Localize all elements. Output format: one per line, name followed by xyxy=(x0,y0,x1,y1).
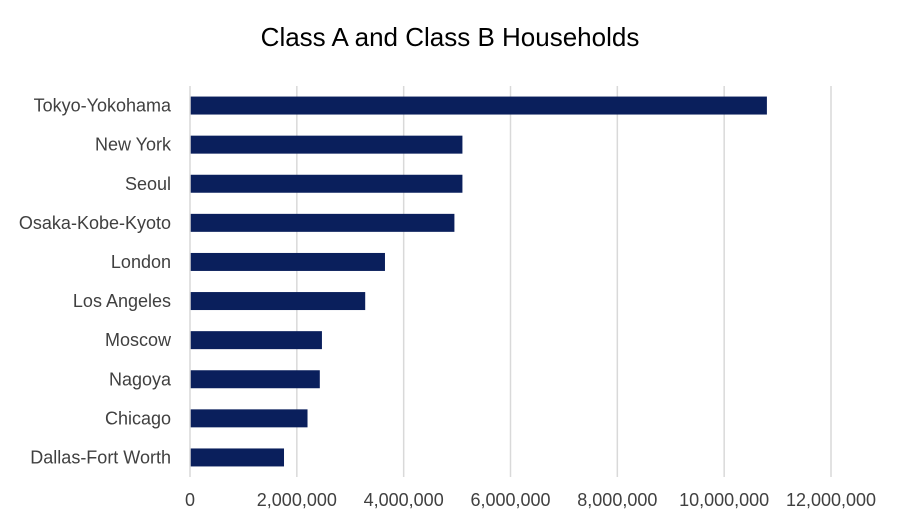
bar xyxy=(190,174,463,193)
category-label: Seoul xyxy=(125,174,171,194)
chart-title: Class A and Class B Households xyxy=(260,22,640,52)
bar xyxy=(190,370,320,389)
category-label: Nagoya xyxy=(109,369,172,389)
bar xyxy=(190,409,308,428)
x-tick-label: 8,000,000 xyxy=(577,490,657,510)
bar xyxy=(190,331,322,350)
x-tick-label: 0 xyxy=(185,490,195,510)
x-tick-label: 4,000,000 xyxy=(364,490,444,510)
bar xyxy=(190,96,767,115)
bar xyxy=(190,448,285,467)
category-label: Dallas-Fort Worth xyxy=(30,447,171,467)
x-tick-label: 6,000,000 xyxy=(470,490,550,510)
bar xyxy=(190,252,385,271)
category-label: London xyxy=(111,252,171,272)
category-label: Chicago xyxy=(105,408,171,428)
category-label: Osaka-Kobe-Kyoto xyxy=(19,213,171,233)
x-tick-label: 2,000,000 xyxy=(257,490,337,510)
category-label: Moscow xyxy=(105,330,172,350)
bar xyxy=(190,135,463,154)
category-label: Tokyo-Yokohama xyxy=(34,96,172,116)
x-tick-label: 10,000,000 xyxy=(679,490,769,510)
bar xyxy=(190,213,455,232)
x-tick-label: 12,000,000 xyxy=(786,490,876,510)
bar xyxy=(190,292,366,311)
category-label: Los Angeles xyxy=(73,291,171,311)
category-label: New York xyxy=(95,135,172,155)
